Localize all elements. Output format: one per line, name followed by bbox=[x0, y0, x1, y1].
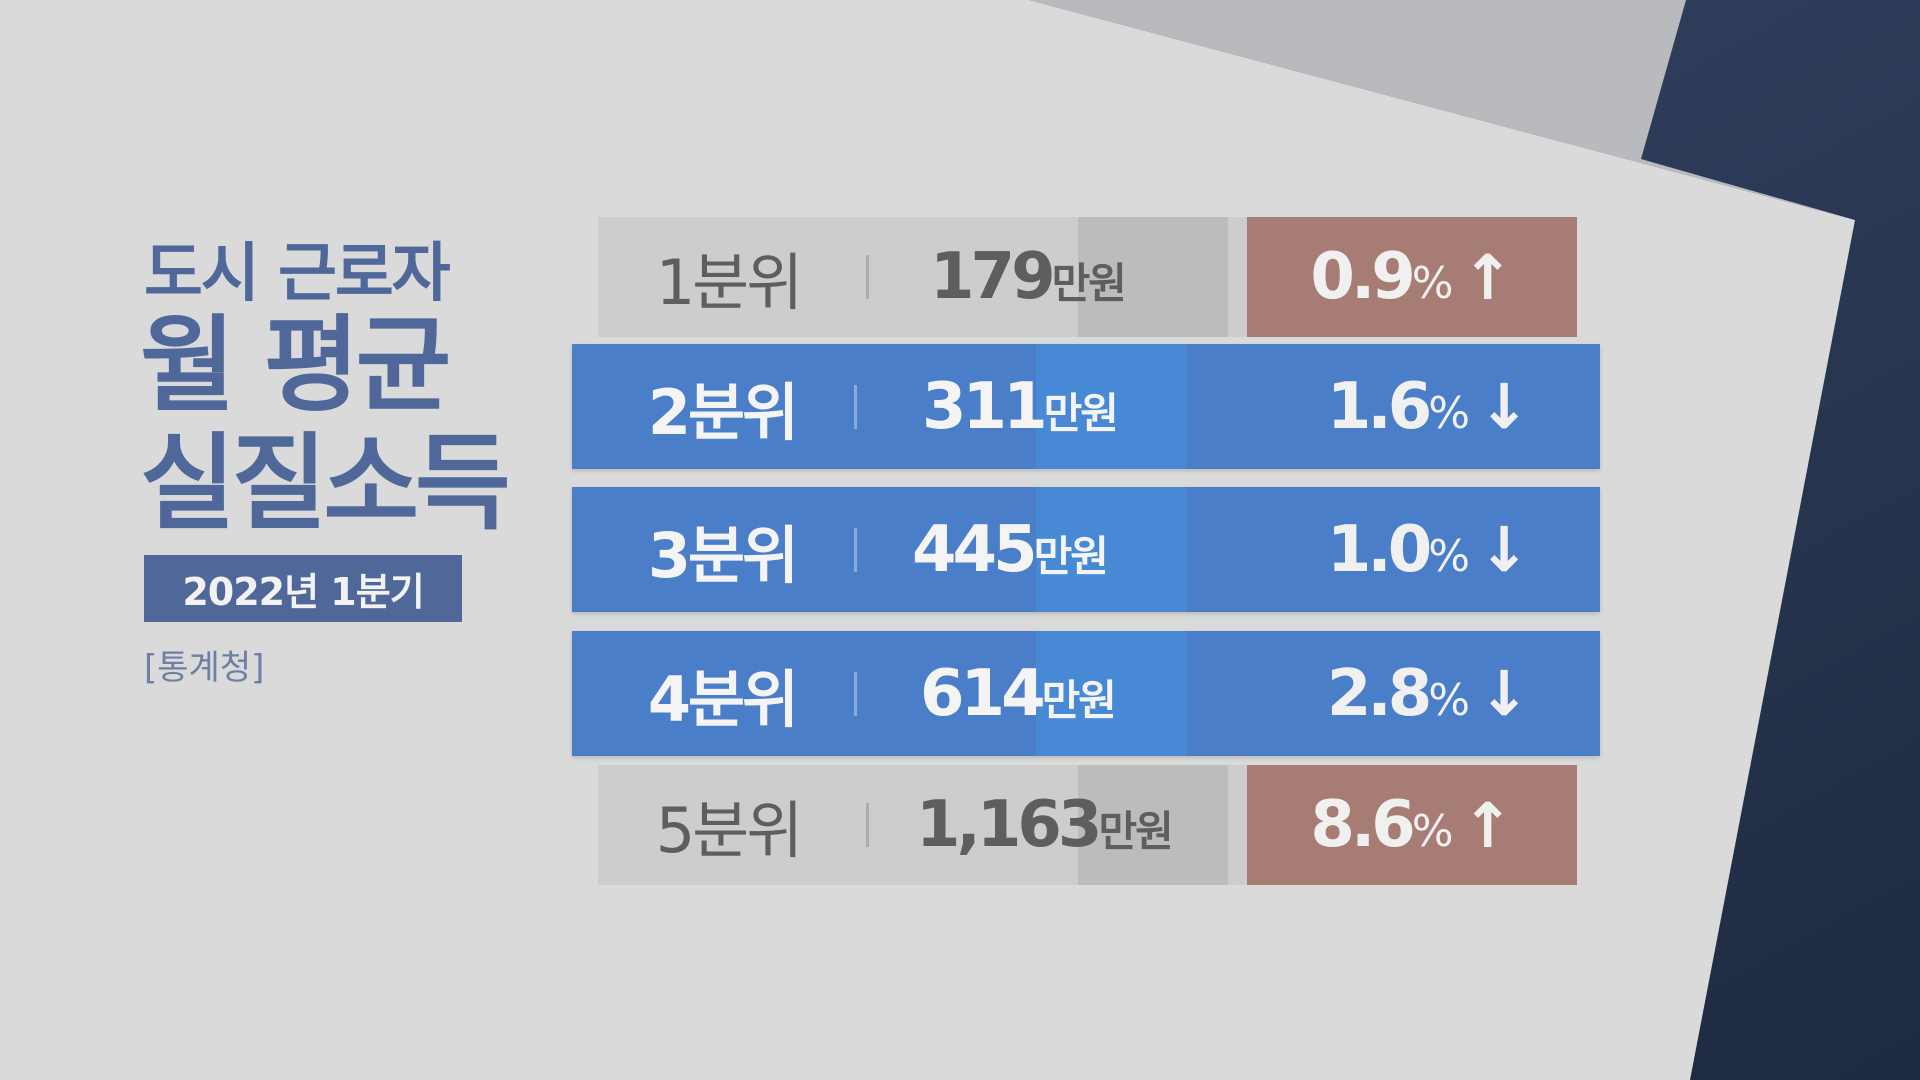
change-value: 1.6% bbox=[1326, 369, 1471, 444]
title-line-1: 도시 근로자 bbox=[144, 237, 451, 311]
arrow-down-icon: ↓ bbox=[1478, 657, 1530, 730]
income-value: 445만원 bbox=[912, 512, 1109, 587]
won-money-stack-icon bbox=[1036, 344, 1186, 469]
title-line-3: 실질소득 bbox=[140, 422, 511, 544]
income-value: 311만원 bbox=[922, 369, 1119, 444]
change-box: 2.8% ↓ bbox=[1327, 631, 1530, 756]
change-value: 1.0% bbox=[1326, 512, 1471, 587]
divider bbox=[866, 803, 869, 847]
arrow-down-icon: ↓ bbox=[1478, 513, 1530, 586]
quintile-label: 1분위 bbox=[655, 246, 804, 319]
won-money-stack-icon bbox=[1036, 487, 1186, 612]
won-money-stack-icon bbox=[1078, 765, 1228, 885]
arrow-up-icon: ↑ bbox=[1461, 240, 1514, 314]
arrow-up-icon: ↑ bbox=[1461, 788, 1514, 862]
quintile-row-5: 5분위 1,163만원 8.6% ↑ bbox=[598, 765, 1577, 885]
won-money-stack-icon bbox=[1036, 631, 1186, 756]
income-value: 614만원 bbox=[920, 656, 1117, 731]
divider bbox=[854, 671, 857, 716]
change-value: 2.8% bbox=[1326, 656, 1471, 731]
quintile-label: 5분위 bbox=[655, 794, 804, 867]
quintile-row-1: 1분위 179만원 0.9% ↑ bbox=[598, 217, 1577, 337]
change-box: 0.9% ↑ bbox=[1247, 217, 1577, 337]
won-money-stack-icon bbox=[1078, 217, 1228, 337]
quintile-row-3: 3분위 445만원 1.0% ↓ bbox=[572, 487, 1600, 612]
title-main: 월 평균 실질소득 bbox=[140, 304, 511, 544]
divider bbox=[854, 384, 857, 429]
quintile-row-2: 2분위 311만원 1.6% ↓ bbox=[572, 344, 1600, 469]
divider bbox=[866, 255, 869, 299]
title-line-2: 월 평균 bbox=[140, 304, 451, 426]
change-box: 1.0% ↓ bbox=[1327, 487, 1530, 612]
quintile-label: 3분위 bbox=[647, 518, 799, 592]
divider bbox=[854, 527, 857, 572]
arrow-down-icon: ↓ bbox=[1478, 370, 1530, 443]
income-value: 179만원 bbox=[930, 240, 1127, 314]
change-value: 8.6% bbox=[1310, 788, 1454, 862]
change-box: 1.6% ↓ bbox=[1327, 344, 1530, 469]
change-value: 0.9% bbox=[1310, 240, 1454, 314]
income-value: 1,163만원 bbox=[916, 788, 1174, 862]
period-badge: 2022년 1분기 bbox=[144, 555, 462, 622]
quintile-row-4: 4분위 614만원 2.8% ↓ bbox=[572, 631, 1600, 756]
change-box: 8.6% ↑ bbox=[1247, 765, 1577, 885]
source-label: [통계청] bbox=[144, 648, 265, 688]
quintile-label: 2분위 bbox=[647, 375, 799, 449]
quintile-label: 4분위 bbox=[647, 662, 799, 736]
